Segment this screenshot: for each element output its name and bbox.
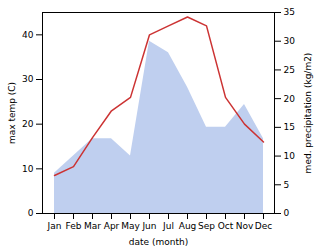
svg-text:Mar: Mar — [84, 221, 101, 231]
svg-text:20: 20 — [22, 119, 34, 129]
svg-text:Jan: Jan — [47, 221, 62, 231]
svg-text:med. precipitation (kg/m2): med. precipitation (kg/m2) — [303, 53, 313, 174]
svg-text:date (month): date (month) — [129, 237, 188, 247]
svg-text:25: 25 — [284, 65, 295, 75]
svg-text:30: 30 — [284, 36, 296, 46]
svg-text:10: 10 — [22, 164, 34, 174]
svg-text:40: 40 — [22, 30, 34, 40]
svg-text:Jun: Jun — [141, 221, 156, 231]
svg-text:15: 15 — [284, 122, 295, 132]
svg-text:5: 5 — [284, 180, 290, 190]
svg-text:35: 35 — [284, 7, 295, 17]
svg-text:May: May — [121, 221, 140, 231]
svg-text:Sep: Sep — [198, 221, 215, 231]
svg-text:Apr: Apr — [104, 221, 120, 231]
svg-text:Oct: Oct — [218, 221, 234, 231]
svg-text:0: 0 — [28, 208, 34, 218]
svg-text:Nov: Nov — [236, 221, 254, 231]
svg-text:10: 10 — [284, 151, 296, 161]
svg-text:0: 0 — [284, 208, 290, 218]
svg-text:Aug: Aug — [179, 221, 197, 231]
svg-text:Feb: Feb — [66, 221, 82, 231]
svg-text:30: 30 — [22, 74, 34, 84]
svg-text:max temp (C): max temp (C) — [7, 82, 17, 144]
svg-text:Dec: Dec — [255, 221, 272, 231]
svg-text:Jul: Jul — [162, 221, 174, 231]
svg-text:20: 20 — [284, 94, 296, 104]
